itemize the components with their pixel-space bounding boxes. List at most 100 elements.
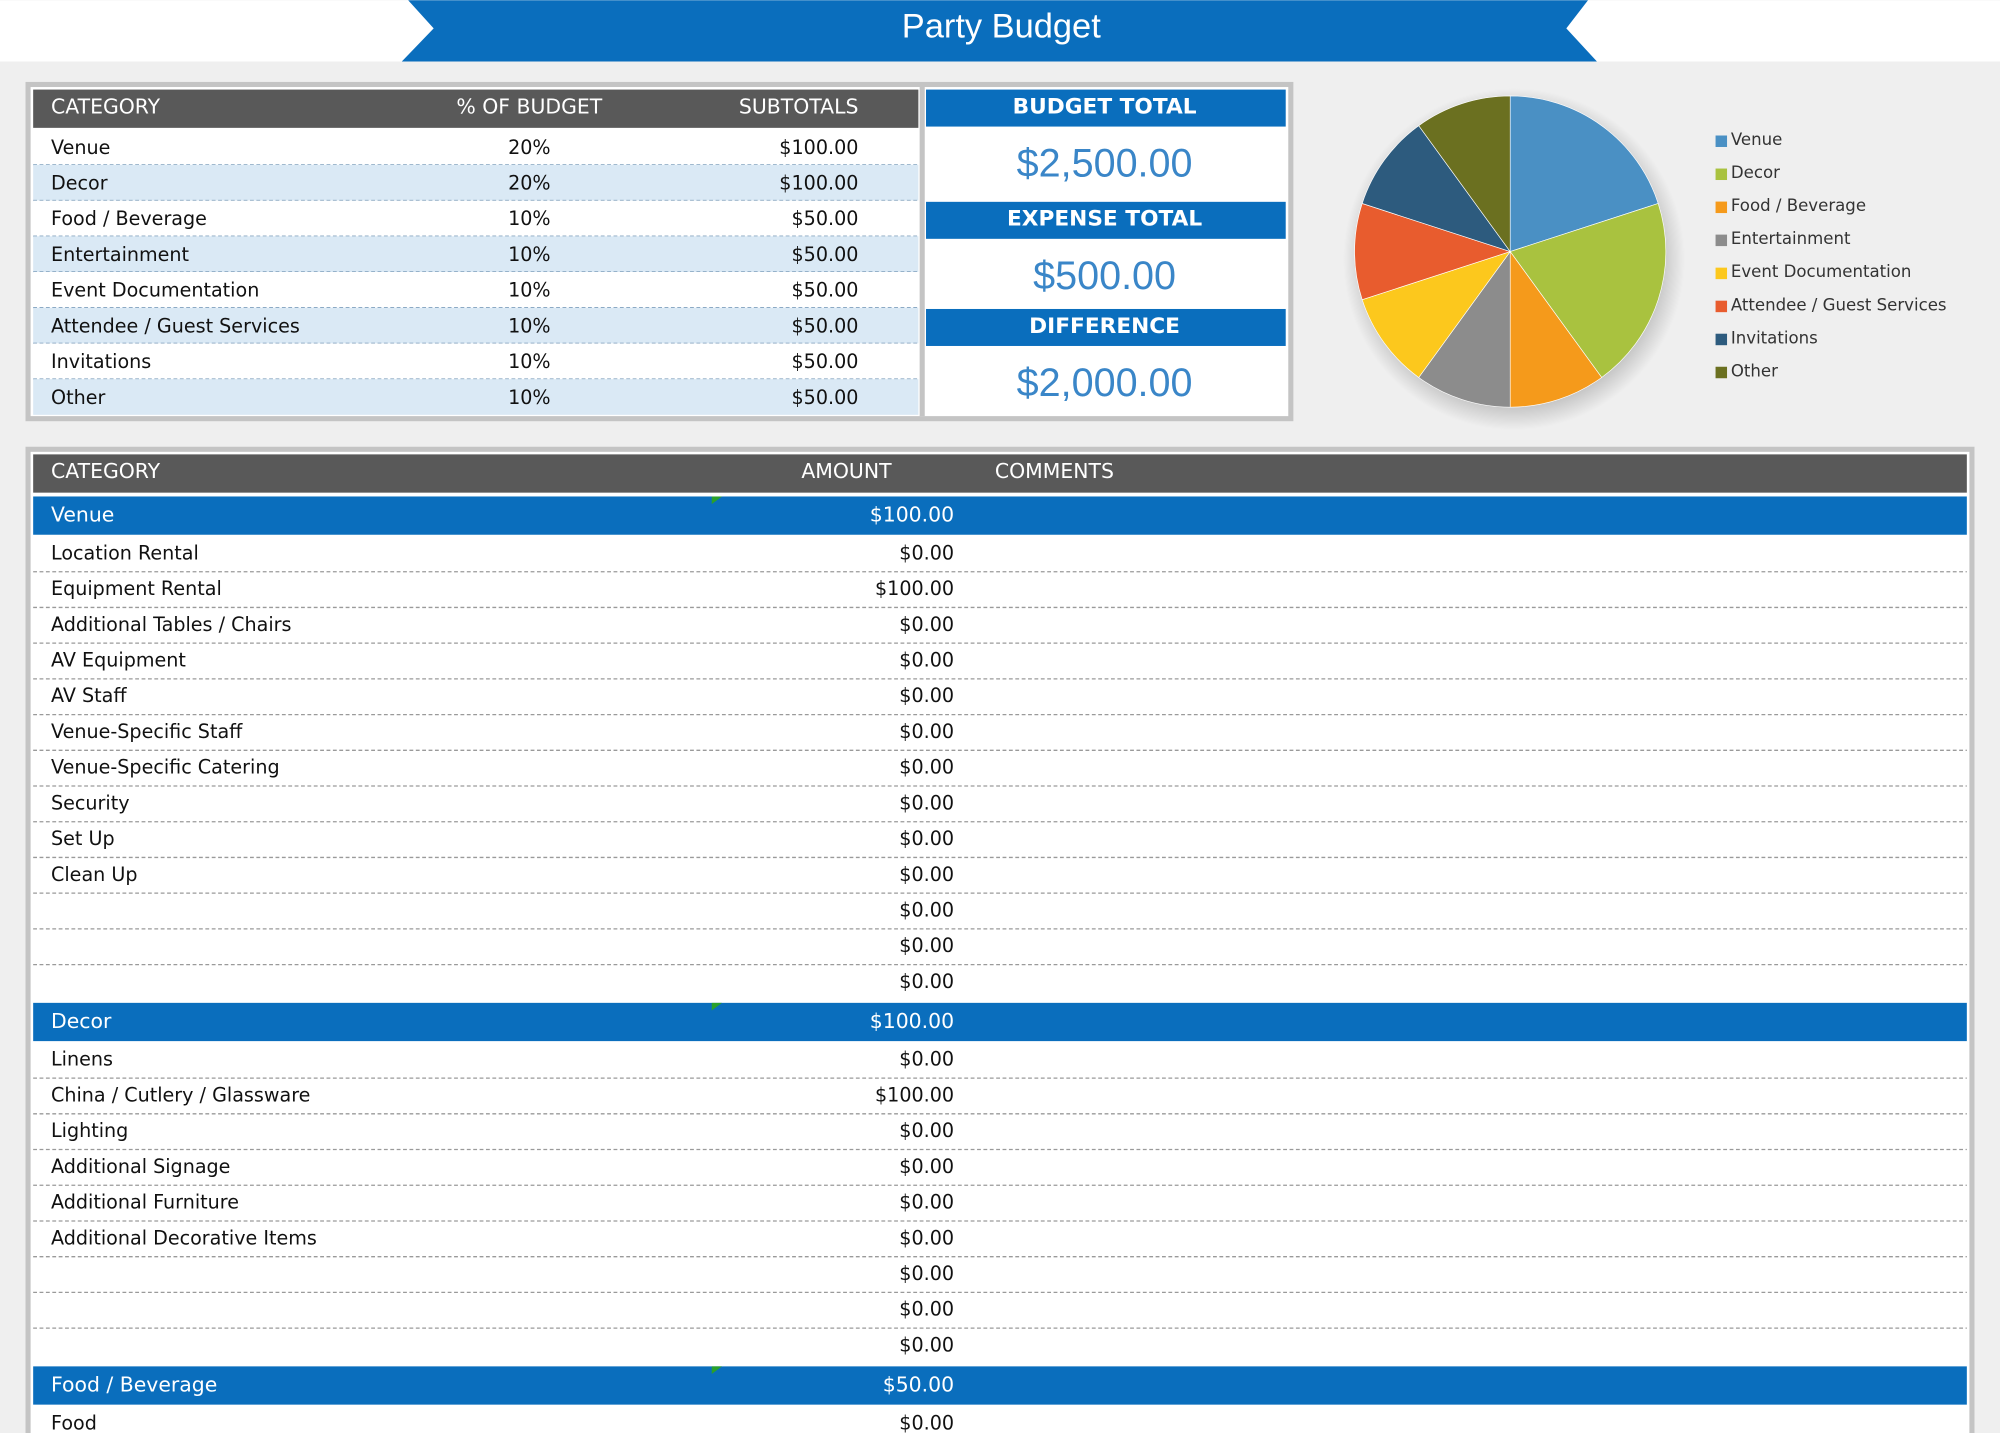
cell: $50.00 [791, 279, 858, 302]
cell: 10% [508, 243, 551, 266]
item-amount: $0.00 [899, 863, 954, 886]
cell: Invitations [51, 350, 151, 373]
pie-slice [1361, 250, 1512, 378]
summary-row [33, 271, 919, 308]
item-name: Equipment Rental [51, 577, 222, 600]
legend-swatch [1715, 267, 1728, 280]
item-amount: $0.00 [899, 756, 954, 779]
column-header: SUBTOTALS [739, 94, 858, 118]
item-amount: $0.00 [899, 1262, 954, 1285]
item-amount: $0.00 [899, 899, 954, 922]
cell: Event Documentation [51, 279, 259, 302]
item-amount: $0.00 [899, 649, 954, 672]
cell-marker [711, 1366, 722, 1375]
legend-label: Entertainment [1731, 229, 1851, 248]
item-amount: $0.00 [899, 970, 954, 993]
summary-row [33, 343, 919, 380]
item-name: Linens [51, 1048, 113, 1071]
section-header [33, 1366, 1967, 1405]
section-amount: $100.00 [870, 503, 954, 527]
item-amount: $0.00 [899, 1191, 954, 1214]
cell: Decor [51, 171, 108, 194]
item-name: Lighting [51, 1119, 128, 1142]
item-name: Additional Signage [51, 1155, 230, 1178]
legend-label: Invitations [1731, 328, 1818, 347]
cell: $100.00 [779, 171, 858, 194]
cell: $50.00 [791, 350, 858, 373]
pie-slice [1418, 250, 1511, 408]
legend-label: Attendee / Guest Services [1731, 295, 1947, 314]
total-value: $2,500.00 [1017, 142, 1193, 186]
item-amount: $0.00 [899, 1298, 954, 1321]
item-amount: $0.00 [899, 1155, 954, 1178]
column-header: CATEGORY [51, 459, 161, 483]
item-name: Additional Tables / Chairs [51, 613, 291, 636]
item-name: Additional Furniture [51, 1191, 239, 1214]
item-amount: $0.00 [899, 1226, 954, 1249]
legend-swatch [1715, 135, 1728, 147]
summary-row [33, 307, 919, 344]
item-amount: $0.00 [899, 541, 954, 564]
item-amount: $0.00 [899, 613, 954, 636]
total-label: EXPENSE TOTAL [1007, 207, 1202, 232]
cell: Other [51, 386, 105, 409]
column-header: AMOUNT [801, 459, 892, 483]
cell: 10% [508, 314, 551, 337]
content: CATEGORY % OF BUDGET SUBTOTALS Venue 20% $100… [33, 87, 1967, 1433]
cell: $100.00 [779, 136, 858, 159]
item-name: Security [51, 791, 130, 814]
summary-row [33, 379, 919, 415]
section-name: Food / Beverage [51, 1373, 217, 1397]
summary-header [33, 89, 919, 128]
legend-swatch [1715, 366, 1728, 379]
total-label: BUDGET TOTAL [1013, 94, 1197, 119]
column-header: CATEGORY [51, 94, 161, 118]
cell: Attendee / Guest Services [51, 314, 300, 337]
item-amount: $0.00 [899, 720, 954, 743]
total-value: $500.00 [1033, 254, 1176, 298]
legend-swatch [1715, 234, 1728, 247]
total-header [926, 89, 1286, 127]
section-amount: $50.00 [883, 1373, 954, 1397]
item-name: Set Up [51, 827, 115, 850]
cell: 20% [508, 136, 551, 159]
summary-row [33, 164, 919, 201]
legend-swatch [1715, 333, 1728, 346]
legend-label: Decor [1731, 163, 1780, 182]
legend-swatch [1715, 300, 1728, 313]
total-value: $2,000.00 [1017, 361, 1193, 405]
pie-slice [1361, 125, 1512, 253]
cell: 10% [508, 386, 551, 409]
section-header [33, 1002, 1967, 1042]
page-title: Party Budget [902, 7, 1101, 45]
legend-label: Event Documentation [1731, 262, 1912, 281]
cell: $50.00 [791, 386, 858, 409]
pie-slice [1509, 250, 1603, 408]
cell: 20% [508, 171, 551, 194]
legend-label: Food / Beverage [1731, 196, 1866, 215]
item-amount: $0.00 [899, 1048, 954, 1071]
section-name: Venue [51, 503, 114, 527]
item-amount: $0.00 [899, 934, 954, 957]
item-amount: $0.00 [899, 791, 954, 814]
legend-swatch [1715, 201, 1728, 214]
item-name: Venue-Specific Staff [51, 720, 243, 743]
section-header [33, 496, 1967, 535]
title-ribbon [401, 0, 1597, 62]
cell-marker [711, 1002, 722, 1011]
cell: 10% [508, 279, 551, 302]
cell: Entertainment [51, 243, 190, 266]
item-amount: $100.00 [875, 577, 954, 600]
detail-header [33, 454, 1967, 493]
item-amount: $0.00 [899, 684, 954, 707]
summary-row [33, 236, 919, 272]
item-name: China / Cutlery / Glassware [51, 1083, 310, 1106]
total-header [926, 308, 1286, 346]
item-name: AV Staff [51, 684, 127, 707]
pie-slice [1509, 203, 1667, 378]
legend-label: Venue [1731, 130, 1782, 149]
cell: Venue [51, 136, 110, 159]
cell: $50.00 [791, 314, 858, 337]
cell: Food / Beverage [51, 207, 207, 230]
